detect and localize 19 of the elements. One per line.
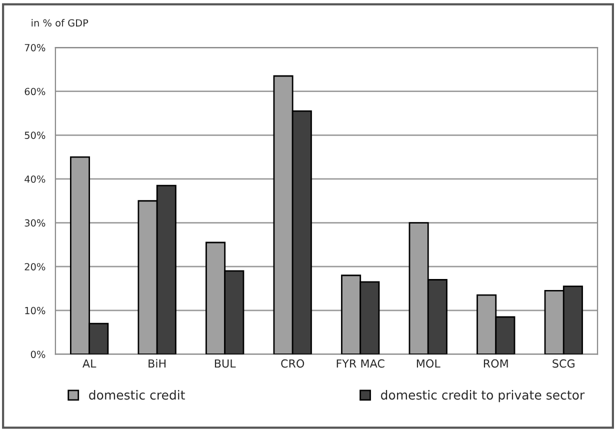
legend-label: domestic credit to private sector: [380, 390, 585, 402]
y-tick-label: 40%: [24, 175, 46, 183]
y-tick-label: 30%: [24, 219, 46, 227]
x-tick-label: BUL: [214, 359, 236, 368]
x-tick-label: AL: [82, 359, 96, 368]
y-tick-label: 70%: [24, 44, 46, 52]
x-tick-label: FYR MAC: [336, 359, 384, 368]
x-tick-label: ROM: [484, 359, 508, 368]
x-tick-label: BiH: [148, 359, 166, 368]
legend-label: domestic credit: [89, 390, 185, 400]
y-tick-label: 10%: [25, 306, 46, 314]
y-tick-label: 0%: [30, 350, 46, 358]
x-tick-label: CRO: [281, 359, 304, 368]
y-tick-label: 20%: [24, 263, 46, 270]
x-tick-label: MOL: [416, 359, 440, 368]
y-tick-label: 60%: [24, 88, 46, 96]
y-axis-title: in % of GDP: [32, 19, 88, 27]
y-tick-label: 50%: [24, 132, 46, 139]
x-tick-label: SCG: [552, 359, 574, 368]
